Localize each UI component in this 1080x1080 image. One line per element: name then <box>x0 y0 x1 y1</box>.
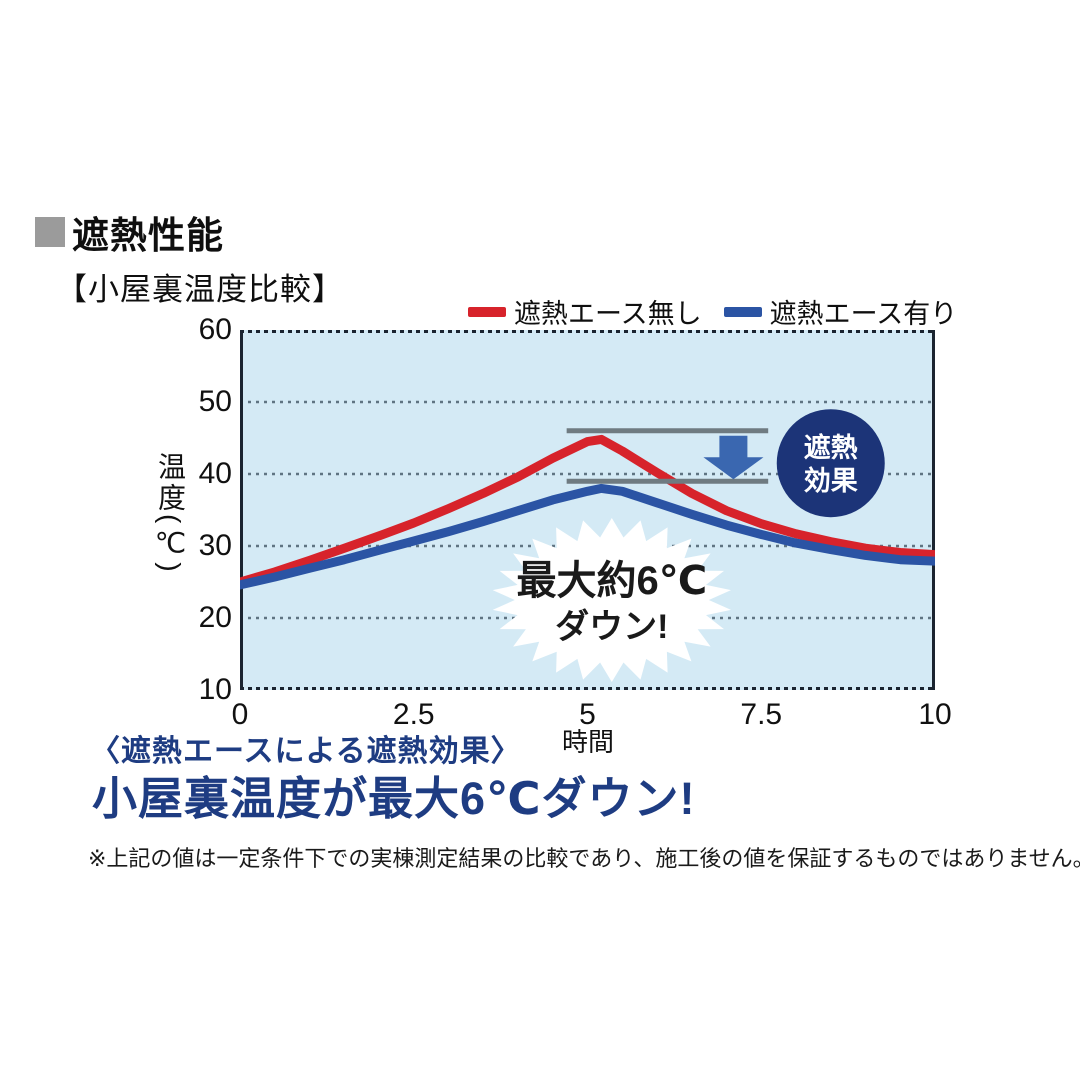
section-marker-square <box>35 217 65 247</box>
y-tick-50: 50 <box>198 385 232 418</box>
line-chart-plot-area: 最大約6℃ ダウン! 遮熱 効果 <box>235 330 940 690</box>
y-tick-40: 40 <box>198 457 232 490</box>
series-line-with-ace <box>235 483 940 590</box>
summary-caption: 〈遮熱エースによる遮熱効果〉 <box>90 735 522 768</box>
legend-label: 遮熱エース無し <box>514 299 702 329</box>
legend-swatch-blue <box>723 306 762 317</box>
section-title-text: 遮熱性能 <box>72 215 224 256</box>
y-tick-20: 20 <box>198 601 232 634</box>
legend-swatch-red <box>468 306 506 317</box>
x-tick-0: 0 <box>231 698 249 731</box>
legend-label: 遮熱エース有り <box>769 299 958 329</box>
x-tick-2.5: 2.5 <box>392 698 435 731</box>
x-tick-5: 5 <box>579 698 596 731</box>
footnote-text: ※上記の値は一定条件下での実棟測定結果の比較であり、施工後の値を保証するものでは… <box>88 846 1080 871</box>
starburst-callout <box>492 518 731 682</box>
summary-headline: 小屋裏温度が最大6℃ダウン! <box>92 773 696 824</box>
line-chart-svg: 最大約6℃ ダウン! 遮熱 効果 <box>235 330 940 690</box>
series-line-without-ace <box>235 434 940 587</box>
badge-text-line2: 効果 <box>804 465 858 496</box>
x-axis-label: 時間 <box>561 727 614 757</box>
badge-text-line1: 遮熱 <box>804 432 858 463</box>
starburst-text-line2: ダウン! <box>555 608 668 646</box>
chart-legend: 遮熱エース無し 遮熱エース有り <box>468 292 957 331</box>
y-tick-10: 10 <box>198 673 232 706</box>
down-arrow-icon <box>703 435 764 480</box>
y-tick-60: 60 <box>198 313 232 346</box>
starburst-text-line1: 最大約6℃ <box>516 559 707 603</box>
legend-item-with-ace: 遮熱エース有り <box>723 292 958 331</box>
chart-subtitle: 【小屋裏温度比較】 <box>56 272 344 307</box>
section-title: 遮熱性能 <box>35 205 224 259</box>
x-tick-10: 10 <box>918 698 952 731</box>
y-tick-30: 30 <box>198 529 232 562</box>
x-tick-7.5: 7.5 <box>740 698 783 731</box>
heat-shield-effect-badge <box>776 409 885 518</box>
y-axis-label: 温度(℃) <box>155 452 186 575</box>
legend-item-without-ace: 遮熱エース無し <box>468 292 702 331</box>
